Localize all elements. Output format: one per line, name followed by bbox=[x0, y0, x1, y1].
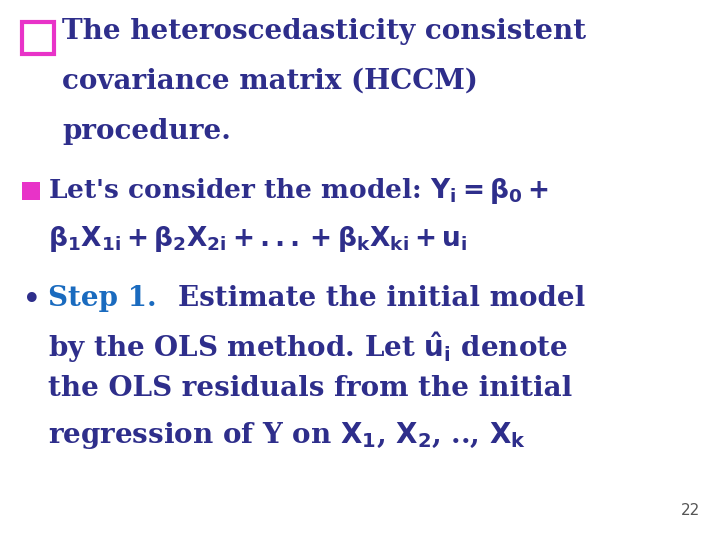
Text: Let's consider the model: $\mathbf{Y_i = \beta_0 +}$: Let's consider the model: $\mathbf{Y_i =… bbox=[48, 176, 549, 206]
Text: procedure.: procedure. bbox=[62, 118, 231, 145]
Text: Step 1.: Step 1. bbox=[48, 285, 157, 312]
Text: the OLS residuals from the initial: the OLS residuals from the initial bbox=[48, 375, 572, 402]
Text: covariance matrix (HCCM): covariance matrix (HCCM) bbox=[62, 68, 478, 95]
Text: 22: 22 bbox=[680, 503, 700, 518]
FancyBboxPatch shape bbox=[22, 182, 40, 200]
Text: The heteroscedasticity consistent: The heteroscedasticity consistent bbox=[62, 18, 586, 45]
Text: Estimate the initial model: Estimate the initial model bbox=[178, 285, 585, 312]
Text: $\mathbf{\beta_1 X_{1i} + \beta_2 X_{2i} + ... + \beta_k X_{ki} + u_i}$: $\mathbf{\beta_1 X_{1i} + \beta_2 X_{2i}… bbox=[48, 224, 467, 254]
Text: by the OLS method. Let $\mathbf{\hat{u}_i}$ denote: by the OLS method. Let $\mathbf{\hat{u}_… bbox=[48, 330, 568, 365]
Text: •: • bbox=[22, 285, 42, 317]
Text: regression of Y on $\mathbf{X_1}$, $\mathbf{X_2}$, .., $\mathbf{X_k}$: regression of Y on $\mathbf{X_1}$, $\mat… bbox=[48, 420, 526, 451]
